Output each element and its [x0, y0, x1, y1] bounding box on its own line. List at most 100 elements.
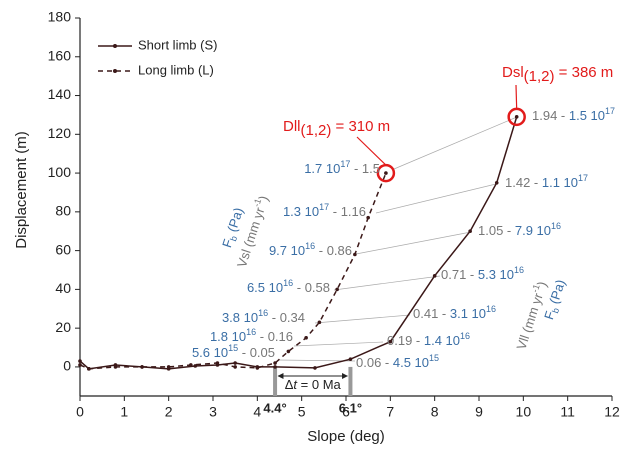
rotated-label-part: Vll (mm yr [514, 291, 547, 352]
long-limb-label-part: 6.5 10 [247, 280, 283, 295]
long-limb-label-part: 15 [228, 343, 238, 353]
point [286, 349, 291, 354]
rotated-label-part: -1 [252, 197, 264, 208]
series-line [79, 172, 387, 370]
point [273, 361, 277, 365]
x-tick-label: 5 [298, 404, 306, 420]
rotated-label-part: -1 [530, 283, 542, 294]
x-tick-label: 4 [253, 404, 261, 420]
point [78, 363, 82, 367]
long-limb-label-part: 1.5 [362, 161, 380, 176]
marker-label: 6.1° [339, 400, 362, 415]
point [140, 365, 144, 369]
callout-part: = 310 m [331, 118, 390, 135]
long-limb-label: 1.7 1017 - 1.5 [304, 159, 380, 176]
delta-t-label-part: Δ [285, 377, 294, 392]
short-limb-label-part: 16 [486, 304, 496, 314]
long-limb-label-part: - [293, 280, 305, 295]
short-limb-label-part: 0.06 [356, 355, 381, 370]
point [384, 171, 388, 175]
y-tick-label: 0 [63, 358, 71, 374]
long-limb-label-part: 3.8 10 [222, 310, 258, 325]
x-tick-label: 0 [76, 404, 84, 420]
short-limb-label: 0.19 - 1.4 1016 [387, 331, 470, 348]
point [233, 365, 237, 369]
short-limb-label: 1.94 - 1.5 1017 [532, 106, 615, 123]
long-limb-label-part: - [238, 345, 250, 360]
y-tick-label: 120 [48, 125, 72, 141]
short-limb-label-part: - [557, 108, 569, 123]
short-limb-label: 0.41 - 3.1 1016 [413, 304, 496, 321]
rotated-label-part: b [551, 307, 562, 315]
long-limb-label-part: 5.6 10 [192, 345, 228, 360]
x-tick-label: 7 [386, 404, 394, 420]
x-tick-label: 12 [604, 404, 620, 420]
long-limb-label-part: - [315, 243, 327, 258]
guide-line [314, 314, 411, 324]
long-limb-label: 1.8 1016 - 0.16 [210, 327, 293, 344]
short-limb-label-part: - [503, 223, 515, 238]
callout-part: Dsl [502, 64, 524, 81]
point [366, 215, 370, 220]
long-limb-label-part: 0.16 [268, 329, 293, 344]
long-limb-label-part: 16 [283, 278, 293, 288]
short-limb-label-part: 15 [429, 353, 439, 363]
short-limb-label: 1.05 - 7.9 1016 [478, 221, 561, 238]
short-limb-label-part: 0.19 [387, 333, 412, 348]
short-limb-label-part: 1.94 [532, 108, 557, 123]
short-limb-label-part: 16 [460, 331, 470, 341]
point [468, 229, 472, 234]
rotated-label-part: b [229, 235, 240, 243]
short-limb-label-part: 1.42 [505, 175, 530, 190]
short-limb-label: 0.06 - 4.5 1015 [356, 353, 439, 370]
long-limb-label-part: 1.3 10 [283, 204, 319, 219]
delta-t-label-part: = 0 Ma [297, 377, 341, 392]
x-tick-label: 1 [120, 404, 128, 420]
y-axis-title: Displacement (m) [13, 131, 30, 249]
y-tick-label: 40 [55, 280, 71, 296]
long-limb-label-part: 16 [258, 308, 268, 318]
point [215, 361, 220, 365]
long-limb-label-part: - [350, 161, 362, 176]
rotated-label-part: (Pa) [546, 278, 569, 309]
long-limb-label: 9.7 1016 - 0.86 [269, 241, 352, 258]
guide-line [293, 341, 384, 347]
long-limb-label-part: 0.34 [280, 310, 305, 325]
long-limb-label-part: 16 [305, 241, 315, 251]
short-limb-label-part: 1.1 10 [542, 175, 578, 190]
short-limb-label-part: 16 [551, 221, 561, 231]
point [313, 366, 317, 370]
point [353, 252, 357, 257]
y-tick-label: 180 [48, 9, 72, 25]
y-tick-label: 160 [48, 47, 72, 63]
short-limb-label-part: 1.4 10 [424, 333, 460, 348]
short-limb-label-part: 1.05 [478, 223, 503, 238]
point [166, 365, 171, 369]
short-limb-label-part: - [530, 175, 542, 190]
callout-part: (1,2) [524, 68, 555, 85]
long-limb-label-part: 17 [340, 159, 350, 169]
long-limb-label: 1.3 1017 - 1.16 [283, 202, 366, 219]
callout-part: = 386 m [555, 64, 614, 81]
long-limb-label-part: 1.7 10 [304, 161, 340, 176]
long-limb-label-part: 0.05 [250, 345, 275, 360]
rotated-label-part: ) [256, 194, 272, 203]
long-limb-label-part: 17 [319, 202, 329, 212]
short-limb-label: 0.71 - 5.3 1016 [441, 265, 524, 282]
point [78, 359, 82, 363]
point [348, 357, 353, 361]
long-limb-label-part: - [256, 329, 268, 344]
point [255, 366, 260, 370]
point [432, 274, 437, 278]
long-limb-label-part: 0.58 [305, 280, 330, 295]
long-limb-label-part: 1.16 [341, 204, 366, 219]
long-limb-label-part: 9.7 10 [269, 243, 305, 258]
short-limb-label-part: - [412, 333, 424, 348]
y-tick-label: 80 [55, 203, 71, 219]
guide-line [355, 231, 472, 255]
short-limb-label-part: 0.41 [413, 306, 438, 321]
x-tick-label: 10 [516, 404, 532, 420]
short-limb-label-part: 7.9 10 [515, 223, 551, 238]
callout-part: (1,2) [301, 122, 332, 139]
